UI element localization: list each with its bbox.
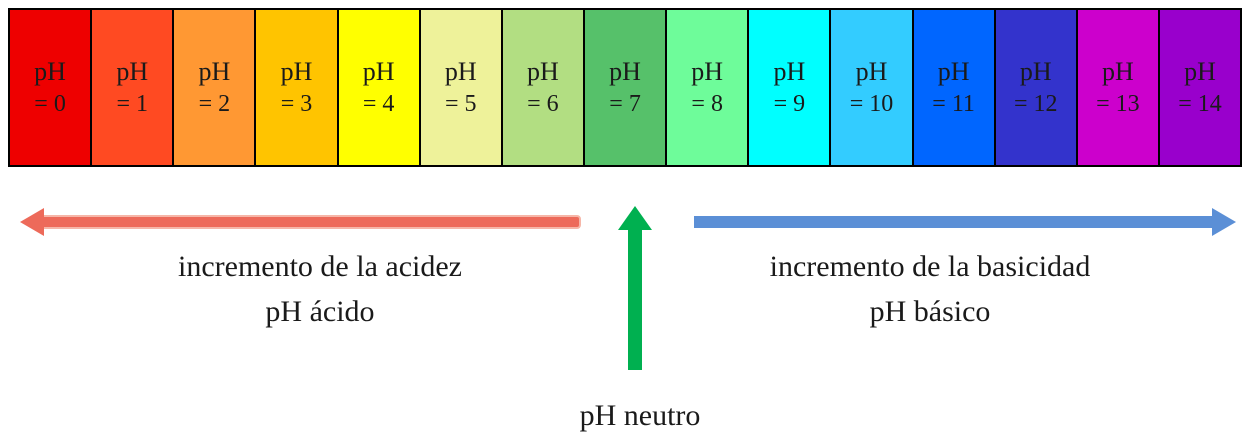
acid-caption-line2: pH ácido: [265, 295, 375, 328]
ph-scale: pH = 0 pH = 1 pH = 2 pH = 3 pH = 4 pH = 5 pH = 6 pH = 7…: [8, 8, 1243, 167]
ph-cell-2: pH = 2: [174, 10, 257, 165]
base-arrow-shaft: [694, 216, 1214, 228]
ph-cell-7: pH = 7: [584, 10, 668, 165]
acid-arrow: [20, 208, 581, 236]
ph-cell-value: = 10: [849, 90, 894, 117]
ph-cell-value: = 9: [773, 90, 806, 117]
ph-cell-label: pH: [198, 57, 231, 87]
acid-arrow-shaft: [39, 215, 581, 229]
ph-cell-label: pH: [1102, 57, 1134, 87]
base-arrow-head: [1212, 208, 1236, 236]
ph-cell-14: pH = 14: [1159, 10, 1243, 165]
ph-cell-value: = 3: [280, 90, 313, 117]
ph-cell-label: pH: [855, 57, 888, 87]
ph-cell-label: pH: [937, 57, 970, 87]
ph-cell-label: pH: [34, 57, 66, 87]
ph-cell-13: pH = 13: [1077, 10, 1160, 165]
ph-cell-4: pH = 4: [338, 10, 421, 165]
ph-cell-label: pH: [609, 57, 641, 87]
ph-cell-value: = 5: [445, 90, 477, 117]
ph-cell-12: pH = 12: [995, 10, 1078, 165]
ph-cell-label: pH: [773, 57, 806, 87]
ph-cell-11: pH = 11: [913, 10, 996, 165]
ph-cell-value: = 8: [691, 90, 723, 117]
neutral-caption: pH neutro: [579, 399, 701, 432]
ph-cell-label: pH: [444, 57, 477, 87]
ph-cell-value: = 13: [1096, 90, 1140, 117]
ph-cell-0: pH = 0: [10, 10, 93, 165]
base-arrow: [694, 208, 1236, 236]
ph-cell-value: = 2: [198, 90, 231, 117]
ph-cell-value: = 12: [1013, 90, 1058, 117]
ph-cell-value: = 0: [34, 90, 66, 117]
ph-cell-5: pH = 5: [420, 10, 503, 165]
ph-cell-3: pH = 3: [256, 10, 339, 165]
ph-cell-1: pH = 1: [92, 10, 175, 165]
ph-cell-label: pH: [1019, 57, 1052, 87]
base-caption: incremento de la basicidad pH básico: [700, 244, 1160, 334]
base-caption-line1: incremento de la basicidad: [769, 250, 1091, 283]
base-caption-line2: pH básico: [869, 295, 991, 328]
ph-cell-label: pH: [527, 57, 559, 87]
ph-cell-label: pH: [280, 57, 313, 87]
ph-cell-6: pH = 6: [502, 10, 585, 165]
ph-cell-10: pH = 10: [831, 10, 914, 165]
ph-cell-label: pH: [362, 57, 395, 87]
acid-arrow-head: [20, 208, 44, 236]
ph-cell-8: pH = 8: [667, 10, 750, 165]
ph-cell-label: pH: [116, 57, 149, 87]
acid-caption: incremento de la acidez pH ácido: [100, 244, 540, 334]
ph-cell-value: = 14: [1178, 90, 1222, 117]
ph-cell-label: pH: [691, 57, 724, 87]
ph-cell-value: = 7: [609, 90, 641, 117]
ph-cell-value: = 4: [362, 90, 395, 117]
ph-cell-9: pH = 9: [749, 10, 832, 165]
neutral-arrow-head: [618, 206, 652, 230]
acid-caption-line1: incremento de la acidez: [177, 250, 462, 283]
ph-cell-value: = 1: [116, 90, 148, 117]
neutral-arrow-shaft: [628, 228, 642, 370]
ph-cell-label: pH: [1184, 57, 1216, 87]
ph-cell-value: = 6: [527, 90, 559, 117]
neutral-arrow: [618, 206, 652, 370]
ph-cell-value: = 11: [932, 90, 975, 117]
